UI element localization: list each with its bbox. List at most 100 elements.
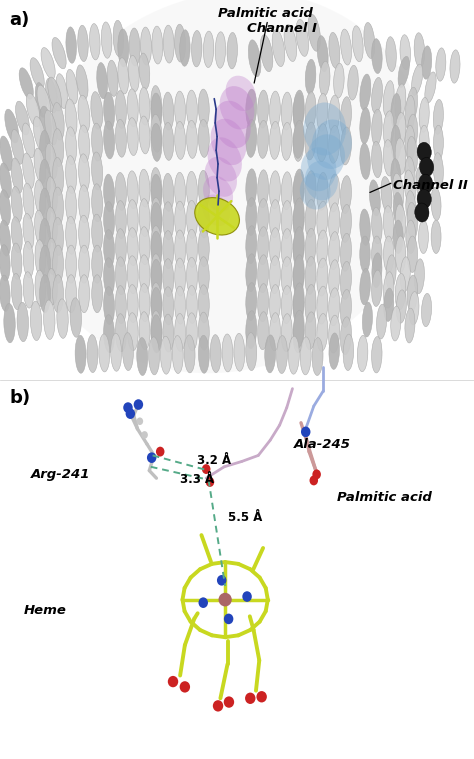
- Ellipse shape: [391, 306, 401, 341]
- Ellipse shape: [65, 216, 77, 254]
- Ellipse shape: [79, 154, 90, 192]
- Ellipse shape: [113, 20, 124, 57]
- Ellipse shape: [257, 284, 269, 322]
- Ellipse shape: [391, 93, 401, 128]
- Ellipse shape: [148, 337, 160, 375]
- Ellipse shape: [141, 431, 148, 439]
- Ellipse shape: [163, 202, 174, 240]
- Ellipse shape: [272, 30, 285, 67]
- Ellipse shape: [118, 58, 128, 94]
- Ellipse shape: [281, 200, 292, 238]
- Ellipse shape: [383, 272, 394, 308]
- Ellipse shape: [360, 269, 370, 305]
- Ellipse shape: [127, 256, 138, 294]
- Ellipse shape: [400, 35, 410, 70]
- Ellipse shape: [46, 78, 57, 113]
- Ellipse shape: [246, 254, 257, 291]
- Ellipse shape: [257, 170, 269, 208]
- Ellipse shape: [151, 231, 162, 269]
- Ellipse shape: [340, 96, 351, 134]
- Ellipse shape: [174, 313, 186, 351]
- Ellipse shape: [47, 269, 57, 305]
- Text: Palmitic acid: Palmitic acid: [218, 7, 313, 20]
- Ellipse shape: [312, 338, 323, 376]
- Ellipse shape: [0, 136, 12, 171]
- Ellipse shape: [26, 93, 40, 127]
- Ellipse shape: [11, 158, 23, 194]
- Ellipse shape: [340, 175, 351, 213]
- Ellipse shape: [163, 92, 174, 130]
- Ellipse shape: [293, 287, 304, 325]
- Ellipse shape: [202, 194, 230, 226]
- Ellipse shape: [317, 172, 328, 210]
- Ellipse shape: [419, 189, 428, 222]
- Ellipse shape: [372, 270, 382, 307]
- Ellipse shape: [407, 137, 418, 173]
- Ellipse shape: [404, 170, 415, 206]
- Ellipse shape: [174, 172, 186, 210]
- Ellipse shape: [257, 312, 269, 350]
- Ellipse shape: [260, 35, 273, 71]
- Ellipse shape: [151, 168, 162, 206]
- Ellipse shape: [65, 127, 77, 165]
- Ellipse shape: [53, 187, 64, 225]
- Ellipse shape: [269, 121, 281, 159]
- Ellipse shape: [372, 77, 383, 113]
- Ellipse shape: [396, 290, 406, 323]
- Ellipse shape: [405, 96, 415, 131]
- Ellipse shape: [281, 313, 292, 351]
- Ellipse shape: [39, 106, 51, 143]
- Ellipse shape: [186, 90, 198, 128]
- Text: Channel II: Channel II: [393, 179, 468, 193]
- Ellipse shape: [180, 682, 190, 692]
- Ellipse shape: [163, 314, 174, 352]
- Ellipse shape: [91, 214, 102, 252]
- Ellipse shape: [343, 334, 354, 370]
- Ellipse shape: [101, 22, 112, 58]
- Ellipse shape: [40, 131, 51, 168]
- Ellipse shape: [127, 89, 138, 127]
- Ellipse shape: [386, 255, 396, 290]
- Ellipse shape: [293, 121, 304, 159]
- Ellipse shape: [312, 119, 352, 169]
- Ellipse shape: [257, 199, 269, 237]
- Ellipse shape: [224, 697, 234, 707]
- Ellipse shape: [23, 153, 34, 188]
- Ellipse shape: [450, 50, 460, 83]
- Ellipse shape: [23, 183, 34, 219]
- Ellipse shape: [395, 204, 406, 241]
- Ellipse shape: [393, 193, 403, 225]
- Ellipse shape: [305, 228, 316, 266]
- Ellipse shape: [198, 257, 209, 294]
- Ellipse shape: [208, 137, 242, 181]
- Ellipse shape: [293, 227, 304, 265]
- Ellipse shape: [123, 402, 133, 413]
- Ellipse shape: [431, 187, 441, 220]
- Ellipse shape: [46, 207, 57, 243]
- Ellipse shape: [202, 465, 210, 474]
- Ellipse shape: [78, 25, 88, 61]
- Ellipse shape: [92, 275, 102, 313]
- Ellipse shape: [66, 27, 76, 63]
- Ellipse shape: [152, 26, 163, 64]
- Ellipse shape: [310, 475, 318, 486]
- Ellipse shape: [53, 275, 64, 313]
- Ellipse shape: [198, 200, 209, 238]
- Ellipse shape: [248, 39, 261, 77]
- Ellipse shape: [23, 241, 34, 278]
- Ellipse shape: [163, 287, 174, 325]
- Ellipse shape: [317, 230, 328, 268]
- Ellipse shape: [151, 315, 162, 353]
- Ellipse shape: [53, 217, 64, 255]
- Ellipse shape: [127, 171, 138, 209]
- Ellipse shape: [37, 85, 51, 119]
- Ellipse shape: [409, 291, 419, 325]
- Ellipse shape: [372, 253, 382, 288]
- Ellipse shape: [383, 140, 394, 176]
- Ellipse shape: [419, 174, 433, 194]
- Ellipse shape: [421, 294, 431, 326]
- Ellipse shape: [11, 217, 22, 253]
- Ellipse shape: [340, 261, 351, 299]
- Ellipse shape: [317, 124, 328, 162]
- Ellipse shape: [151, 197, 162, 235]
